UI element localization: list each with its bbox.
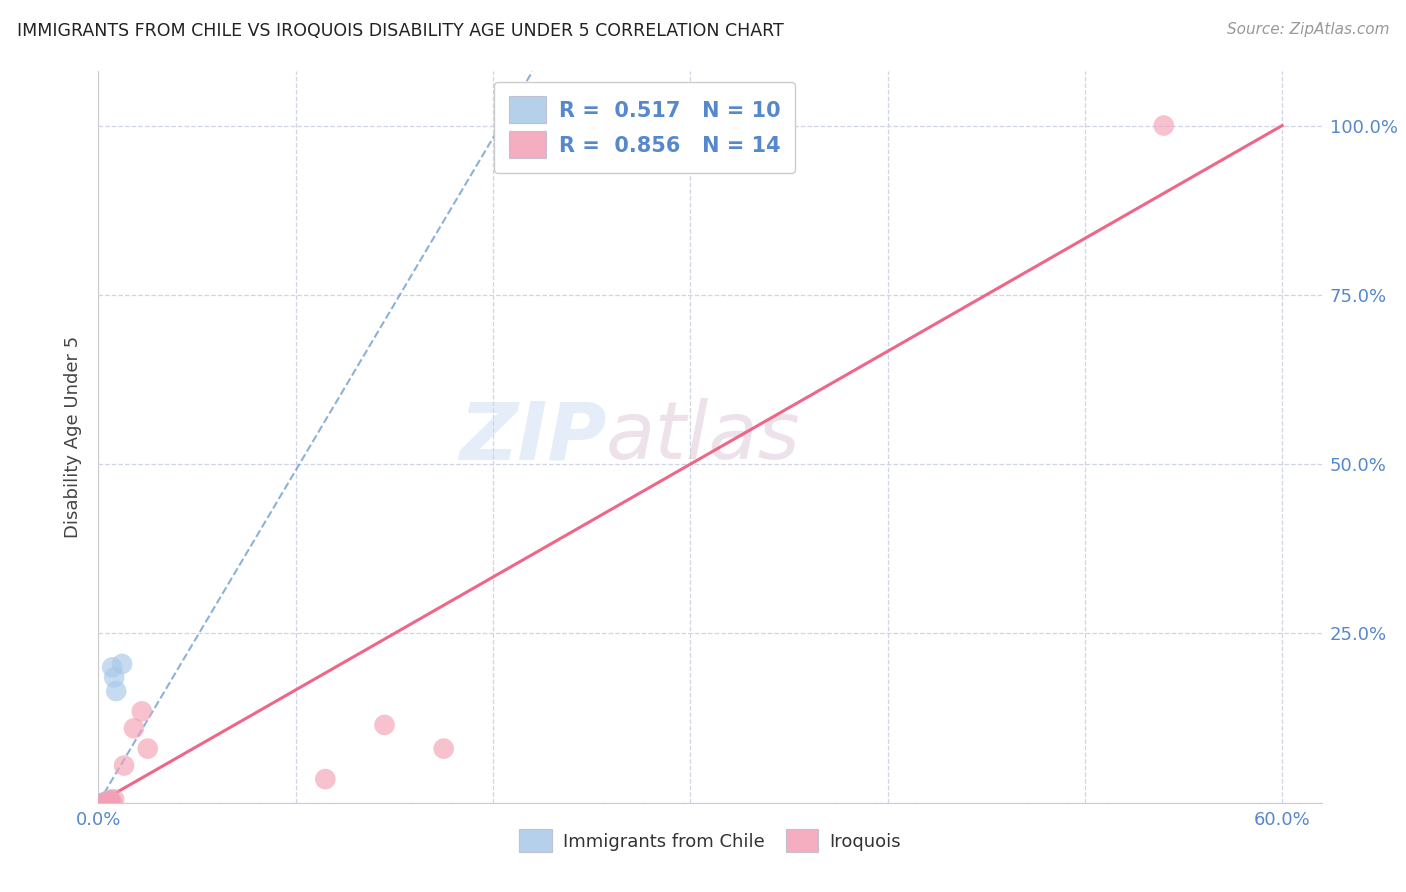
Point bbox=[93, 796, 115, 810]
Point bbox=[101, 660, 124, 674]
Text: IMMIGRANTS FROM CHILE VS IROQUOIS DISABILITY AGE UNDER 5 CORRELATION CHART: IMMIGRANTS FROM CHILE VS IROQUOIS DISABI… bbox=[17, 22, 783, 40]
Y-axis label: Disability Age Under 5: Disability Age Under 5 bbox=[63, 336, 82, 538]
Text: ZIP: ZIP bbox=[458, 398, 606, 476]
Text: Source: ZipAtlas.com: Source: ZipAtlas.com bbox=[1226, 22, 1389, 37]
Text: atlas: atlas bbox=[606, 398, 801, 476]
Point bbox=[93, 796, 115, 810]
Point bbox=[314, 772, 336, 786]
Point bbox=[112, 758, 135, 772]
Point bbox=[97, 794, 120, 808]
Point bbox=[103, 792, 125, 806]
Point bbox=[433, 741, 456, 756]
Point bbox=[103, 671, 125, 685]
Point bbox=[96, 794, 118, 808]
Point bbox=[96, 796, 118, 810]
Point bbox=[1153, 119, 1175, 133]
Point bbox=[91, 796, 114, 810]
Point bbox=[101, 796, 124, 810]
Point bbox=[373, 718, 395, 732]
Point bbox=[136, 741, 159, 756]
Point bbox=[98, 794, 121, 808]
Point bbox=[98, 792, 121, 806]
Point bbox=[122, 721, 145, 735]
Legend: Immigrants from Chile, Iroquois: Immigrants from Chile, Iroquois bbox=[512, 822, 908, 860]
Point bbox=[111, 657, 134, 671]
Point bbox=[96, 796, 118, 810]
Point bbox=[131, 705, 153, 719]
Point bbox=[105, 684, 128, 698]
Point bbox=[97, 794, 120, 808]
